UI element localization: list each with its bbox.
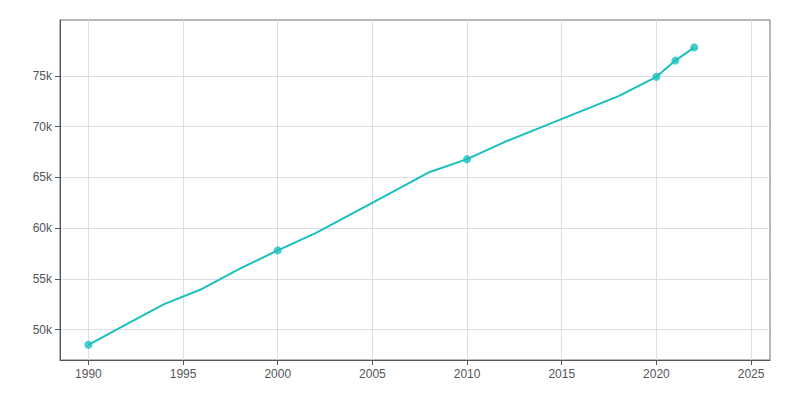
svg-text:2020: 2020 — [643, 367, 670, 381]
svg-text:1990: 1990 — [75, 367, 102, 381]
svg-text:1995: 1995 — [170, 367, 197, 381]
svg-text:2025: 2025 — [738, 367, 765, 381]
svg-text:50k: 50k — [33, 323, 53, 337]
svg-text:55k: 55k — [33, 272, 53, 286]
svg-text:2010: 2010 — [454, 367, 481, 381]
svg-text:60k: 60k — [33, 221, 53, 235]
svg-text:70k: 70k — [33, 120, 53, 134]
svg-text:2000: 2000 — [264, 367, 291, 381]
svg-text:2005: 2005 — [359, 367, 386, 381]
svg-text:75k: 75k — [33, 69, 53, 83]
svg-text:2015: 2015 — [548, 367, 575, 381]
svg-text:65k: 65k — [33, 170, 53, 184]
